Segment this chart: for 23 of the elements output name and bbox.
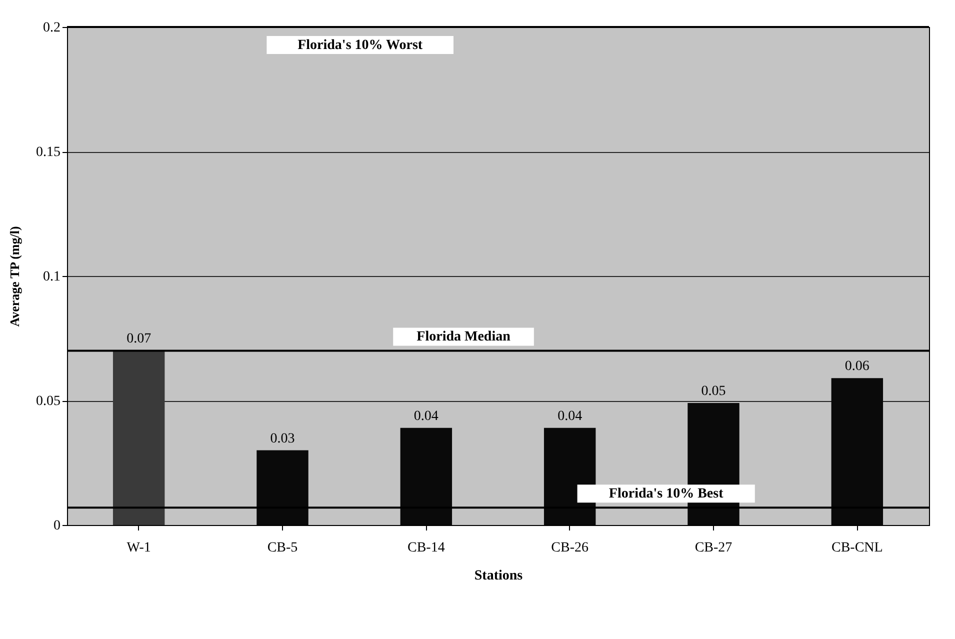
data-label: 0.04	[558, 408, 582, 424]
ref-line-label: Florida's 10% Best	[608, 486, 724, 502]
x-tick-label: CB-CNL	[831, 540, 883, 556]
x-tick-label: CB-27	[694, 540, 732, 556]
x-tick-label: W-1	[126, 540, 151, 556]
x-tick-label: CB-14	[407, 540, 445, 556]
ref-line-label: Florida Median	[416, 330, 511, 345]
data-label: 0.06	[844, 359, 870, 374]
x-tick-label: CB-5	[267, 540, 298, 556]
x-tick-label: CB-26	[551, 540, 589, 556]
y-tick-label: 0	[54, 518, 60, 534]
y-tick-label: 0.1	[43, 270, 60, 284]
data-label: 0.04	[414, 408, 438, 424]
x-axis-title: Stations	[474, 568, 524, 584]
y-tick-label: 0.05	[36, 394, 60, 409]
ref-line-label: Florida's 10% Worst	[298, 38, 423, 53]
data-label: 0.03	[270, 431, 295, 446]
bar	[112, 350, 165, 525]
y-tick-label: 0.2	[43, 20, 60, 36]
y-axis-title: Average TP (mg/l)	[7, 226, 22, 327]
data-label: 0.05	[701, 384, 726, 399]
y-tick-label: 0.15	[36, 145, 60, 160]
data-label: 0.07	[126, 332, 152, 347]
